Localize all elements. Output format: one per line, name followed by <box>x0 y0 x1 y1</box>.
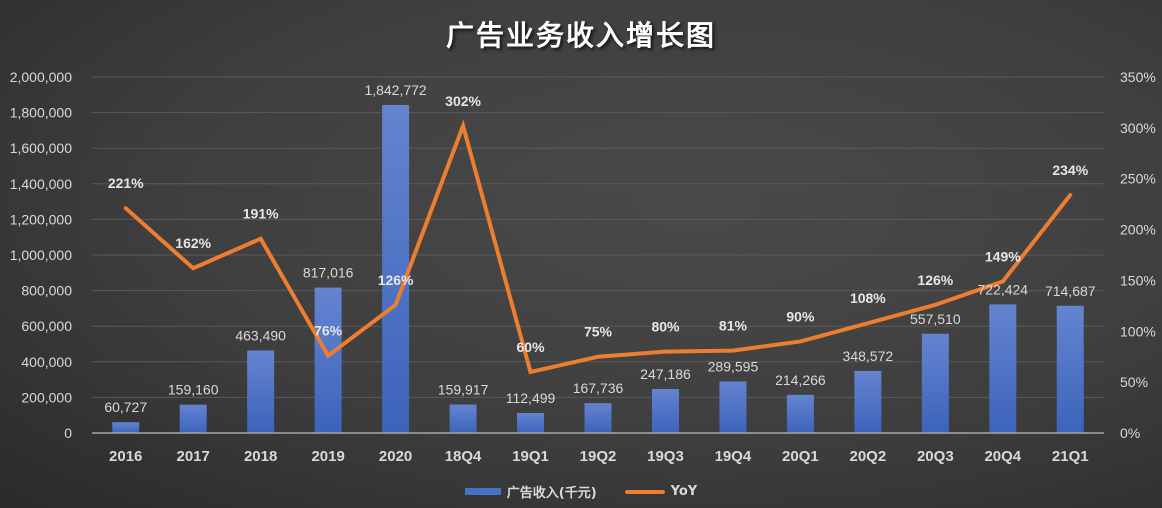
x-tick-label: 19Q1 <box>512 448 549 465</box>
bar[interactable] <box>921 333 949 433</box>
bar-value-label: 60,727 <box>104 399 147 415</box>
bar-data-labels: 60,727 159,160 463,490 817,016 1,842,772 159,… <box>104 82 1095 415</box>
left-tick-label: 2,000,000 <box>10 69 72 85</box>
yoy-value-label: 75% <box>584 324 613 340</box>
x-tick-label: 2019 <box>311 448 344 465</box>
bar[interactable] <box>112 422 140 433</box>
right-tick-label: 100% <box>1120 323 1156 339</box>
yoy-value-label: 221% <box>108 175 144 191</box>
left-tick-label: 1,000,000 <box>10 247 72 263</box>
yoy-value-label: 149% <box>985 248 1021 264</box>
x-tick-label: 20Q3 <box>917 448 954 465</box>
right-tick-label: 350% <box>1120 69 1156 85</box>
bar[interactable] <box>314 287 342 433</box>
bar[interactable] <box>247 350 275 433</box>
left-tick-label: 1,400,000 <box>10 176 72 192</box>
bar-value-label: 348,572 <box>843 348 894 364</box>
right-tick-label: 50% <box>1120 374 1148 390</box>
yoy-value-label: 126% <box>917 272 953 288</box>
bar[interactable] <box>584 403 612 433</box>
right-axis: 0% 50% 100% 150% 200% 250% 300% 350% <box>1120 69 1156 441</box>
yoy-value-label: 60% <box>517 339 546 355</box>
chart-title: 广告业务收入增长图 <box>445 19 716 52</box>
yoy-value-label: 162% <box>175 235 211 251</box>
left-tick-label: 600,000 <box>21 318 72 334</box>
bar-swatch-icon <box>464 488 501 495</box>
x-tick-label: 2020 <box>379 448 412 465</box>
bar-series <box>112 104 1084 434</box>
bar-value-label: 722,424 <box>977 281 1028 297</box>
x-tick-label: 2017 <box>177 448 210 465</box>
x-tick-label: 19Q4 <box>715 448 752 465</box>
x-tick-label: 20Q1 <box>782 448 819 465</box>
left-tick-label: 400,000 <box>21 354 72 370</box>
bar-value-label: 463,490 <box>235 327 286 343</box>
bar[interactable] <box>989 304 1017 433</box>
left-tick-label: 1,800,000 <box>10 105 72 121</box>
yoy-value-label: 108% <box>850 290 886 306</box>
bar[interactable] <box>1056 305 1084 433</box>
yoy-value-label: 191% <box>243 206 279 222</box>
legend-item-bar[interactable]: 广告收入(千元) <box>464 482 597 501</box>
yoy-value-label: 90% <box>786 308 815 324</box>
bar-value-label: 289,595 <box>708 358 759 374</box>
yoy-value-label: 234% <box>1052 162 1088 178</box>
left-tick-label: 800,000 <box>21 283 72 299</box>
bar-value-label: 159,917 <box>438 382 489 398</box>
bar-value-label: 167,736 <box>573 380 624 396</box>
bar[interactable] <box>651 389 679 433</box>
legend-item-line[interactable]: YoY <box>624 484 698 499</box>
bar-value-label: 214,266 <box>775 372 826 388</box>
right-tick-label: 150% <box>1120 272 1156 288</box>
x-tick-label: 21Q1 <box>1052 448 1089 465</box>
bar-value-label: 714,687 <box>1045 283 1096 299</box>
legend: 广告收入(千元) YoY <box>0 482 1162 501</box>
x-tick-label: 20Q4 <box>984 448 1021 465</box>
legend-line-label: YoY <box>670 484 698 499</box>
bar[interactable] <box>719 381 747 433</box>
x-tick-label: 2016 <box>109 448 142 465</box>
yoy-value-label: 81% <box>719 318 748 334</box>
yoy-value-label: 126% <box>378 272 414 288</box>
bar-value-label: 247,186 <box>640 366 691 382</box>
bar[interactable] <box>449 404 477 433</box>
x-axis: 2016 2017 2018 2019 2020 18Q4 19Q1 19Q2 19Q3 19Q4… <box>109 448 1089 465</box>
bar-value-label: 1,842,772 <box>364 82 426 98</box>
legend-bar-label: 广告收入(千元) <box>506 486 597 501</box>
x-tick-label: 19Q2 <box>580 448 617 465</box>
left-axis: 0 200,000 400,000 600,000 800,000 1,000,000 1,… <box>10 69 73 441</box>
yoy-line[interactable] <box>123 119 1073 375</box>
line-data-labels: 221% 162% 191% 76% 126% 302% 60% 75% 80% 81% 90% 10… <box>108 93 1089 355</box>
line-series <box>123 119 1073 375</box>
left-tick-label: 0 <box>64 425 72 441</box>
bar-value-label: 112,499 <box>506 390 556 406</box>
left-tick-label: 200,000 <box>21 389 72 405</box>
x-tick-label: 19Q3 <box>647 448 684 465</box>
yoy-value-label: 302% <box>445 93 481 109</box>
right-tick-label: 300% <box>1120 120 1156 136</box>
gridlines <box>92 76 1104 398</box>
x-tick-label: 18Q4 <box>445 448 482 465</box>
bar[interactable] <box>786 394 814 433</box>
left-tick-label: 1,200,000 <box>10 211 72 227</box>
bar[interactable] <box>179 404 207 433</box>
yoy-value-label: 80% <box>651 319 680 335</box>
yoy-value-label: 76% <box>314 323 343 339</box>
bar-value-label: 159,160 <box>168 382 219 398</box>
right-tick-label: 250% <box>1120 171 1156 187</box>
bar[interactable] <box>517 412 545 433</box>
right-tick-label: 200% <box>1120 222 1156 238</box>
x-tick-label: 20Q2 <box>850 448 887 465</box>
x-tick-label: 2018 <box>244 448 277 465</box>
right-tick-label: 0% <box>1120 425 1140 441</box>
line-swatch-icon <box>624 489 665 494</box>
left-tick-label: 1,600,000 <box>10 140 72 156</box>
bar-value-label: 557,510 <box>910 311 961 327</box>
bar[interactable] <box>854 370 882 433</box>
bar-value-label: 817,016 <box>303 265 354 281</box>
bar[interactable] <box>382 104 410 434</box>
